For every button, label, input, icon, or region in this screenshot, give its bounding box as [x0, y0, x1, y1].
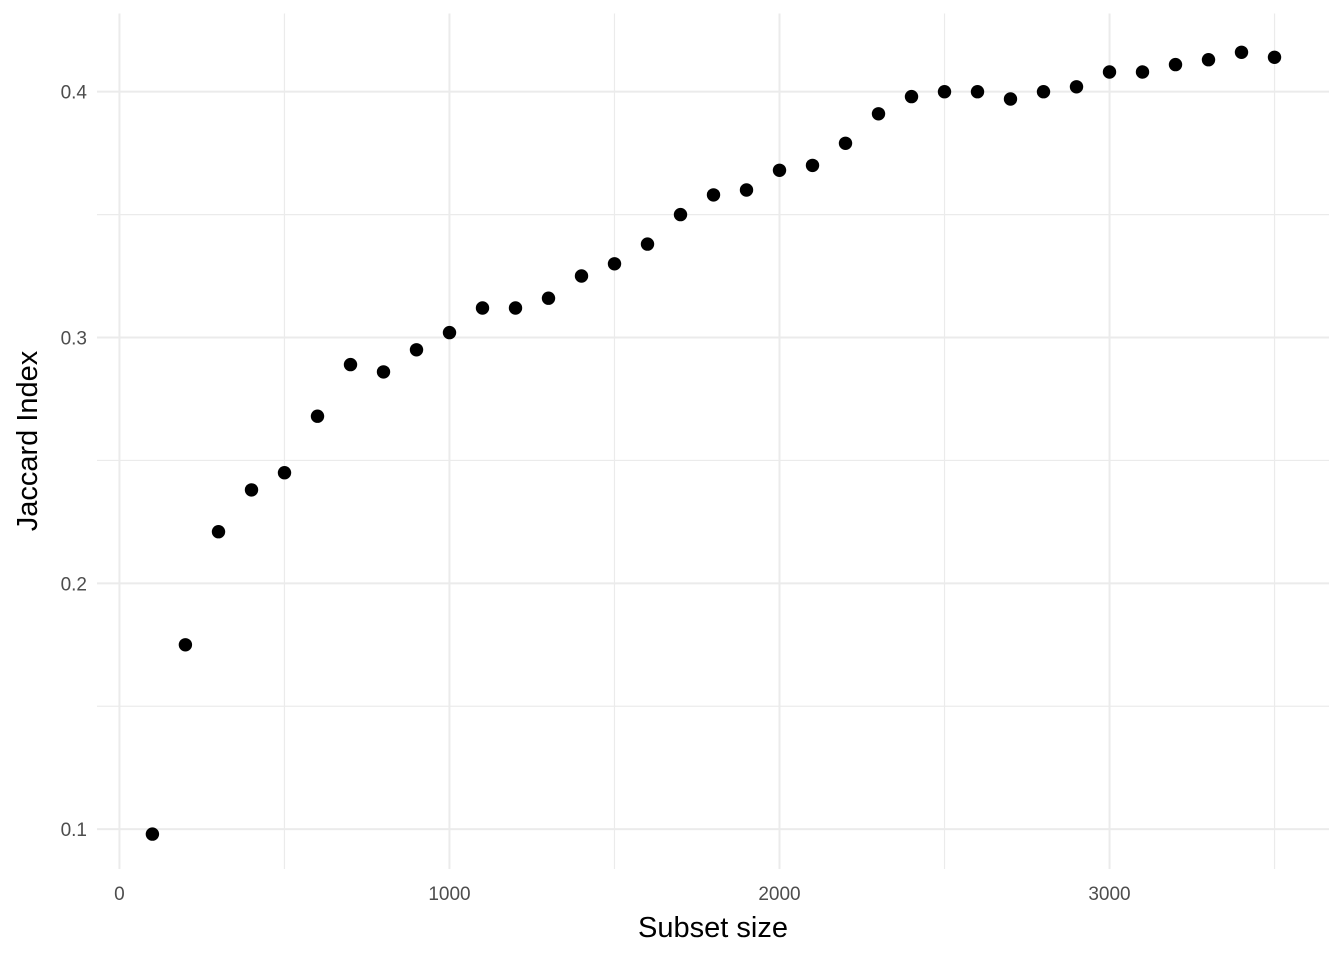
data-point [442, 325, 457, 340]
data-point [1135, 65, 1150, 79]
x-axis-tick-labels: 0 1000 2000 3000 [114, 884, 1131, 905]
data-point [145, 827, 160, 841]
data-point [607, 257, 622, 271]
data-point [343, 357, 358, 372]
data-point [244, 483, 259, 497]
data-point [1003, 92, 1018, 106]
data-point [970, 85, 985, 99]
x-tick-label: 1000 [428, 884, 470, 905]
x-tick-label: 0 [114, 884, 125, 905]
data-point [178, 638, 193, 652]
data-point [838, 136, 853, 150]
data-point [871, 107, 886, 121]
data-point [508, 301, 523, 315]
data-point [1168, 57, 1183, 72]
y-tick-label: 0.4 [61, 83, 88, 104]
data-point [475, 301, 490, 315]
x-axis-title: Subset size [638, 912, 788, 944]
data-point [211, 525, 226, 539]
data-point [1102, 65, 1117, 79]
data-point [574, 269, 589, 283]
data-point [805, 158, 820, 173]
data-point [673, 207, 688, 222]
y-axis-title: Jaccard Index [12, 350, 44, 531]
data-points [145, 45, 1282, 841]
y-tick-label: 0.2 [61, 574, 87, 595]
y-tick-label: 0.1 [61, 820, 87, 841]
data-point [409, 343, 424, 357]
y-axis-tick-labels: 0.1 0.2 0.3 0.4 [61, 83, 88, 842]
data-point [706, 188, 721, 202]
data-point [937, 85, 952, 99]
data-point [1069, 80, 1084, 94]
data-point [376, 365, 391, 379]
data-point [1267, 50, 1282, 64]
grid-major-lines [97, 13, 1329, 869]
data-point [1201, 53, 1216, 67]
data-point [739, 183, 754, 197]
data-point [541, 291, 556, 305]
x-tick-label: 2000 [758, 884, 800, 905]
x-tick-label: 3000 [1088, 884, 1130, 905]
data-point [310, 409, 325, 423]
y-tick-label: 0.3 [61, 329, 87, 350]
data-point [640, 237, 655, 251]
grid-minor-lines [97, 13, 1329, 869]
data-point [1234, 45, 1249, 59]
data-point [1036, 85, 1051, 99]
data-point [904, 89, 919, 104]
data-point [772, 163, 787, 177]
data-point [277, 466, 292, 480]
